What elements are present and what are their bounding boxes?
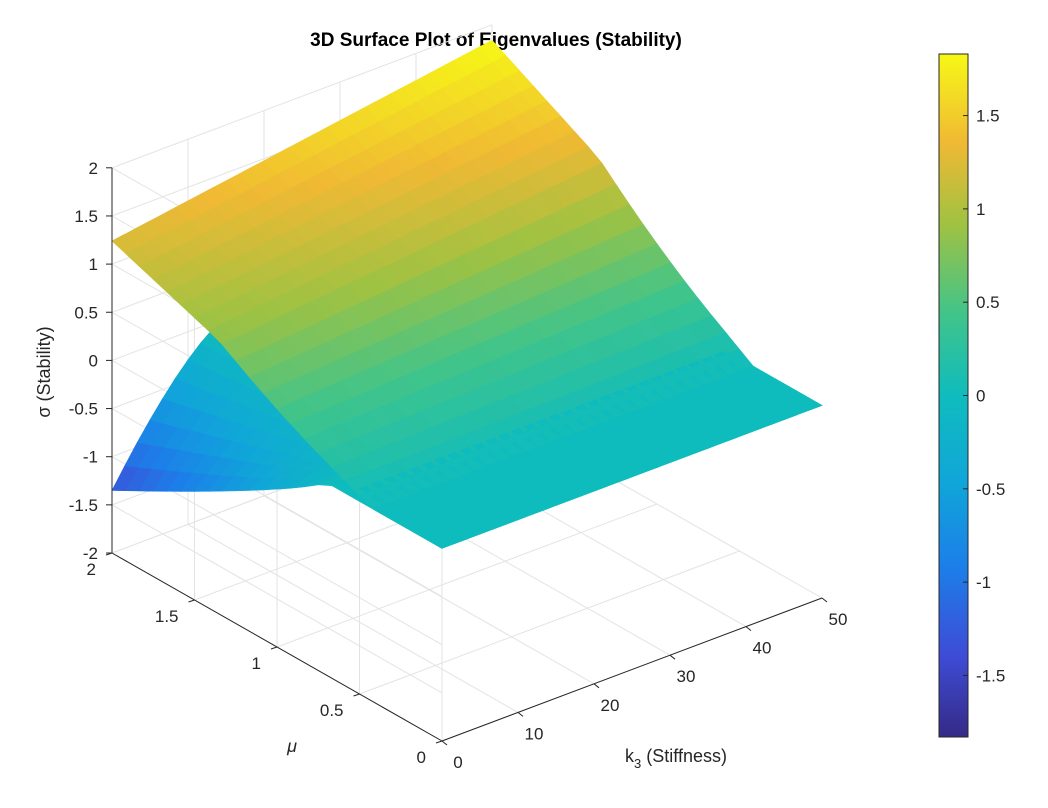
y-tick-label: 1.5 [155, 607, 179, 626]
y-tick-mark [270, 646, 278, 650]
x-axis-ticks: 0 10 20 30 40 50 [441, 597, 848, 772]
y-tick-mark [353, 693, 360, 697]
surface-patch [794, 397, 823, 411]
y-tick-label: 2 [87, 560, 96, 579]
x-tick-label: 40 [753, 639, 772, 658]
x-tick-mark [517, 712, 524, 717]
colorbar-tick-label: 0 [976, 387, 985, 406]
z-tick-label: -0.5 [69, 400, 98, 419]
y-tick-mark [105, 552, 113, 556]
colorbar: -1.5 -1 -0.5 0 0.5 1 1.5 [938, 53, 1005, 738]
x-tick-label: 0 [453, 753, 462, 772]
x-tick-label: 20 [601, 696, 620, 715]
y-tick-mark [188, 599, 195, 603]
z-tick-label: 0 [89, 351, 98, 370]
y-tick-label: 0.5 [320, 701, 344, 720]
x-tick-label: 30 [677, 667, 696, 686]
x-axis-label: k3 (Stiffness) [625, 746, 727, 771]
x-axis-label-rest: (Stiffness) [641, 746, 727, 766]
x-tick-mark [441, 740, 448, 746]
chart-title: 3D Surface Plot of Eigenvalues (Stabilit… [310, 30, 682, 51]
x-axis-label-sub: 3 [634, 756, 641, 771]
colorbar-tick-label: -1.5 [976, 666, 1005, 685]
y-axis-label: μ [286, 736, 297, 756]
z-axis-ticks: -2 -1.5 -1 -0.5 0 0.5 1 1.5 2 [69, 159, 112, 563]
z-tick-label: -1 [83, 448, 98, 467]
x-axis-label-main: k [625, 746, 635, 766]
z-tick-label: 2 [89, 159, 98, 178]
x-axis-line [441, 597, 823, 742]
y-axis-ticks: 0 0.5 1 1.5 2 [87, 552, 443, 767]
colorbar-tick-label: 1.5 [976, 107, 1000, 126]
colorbar-tick-label: -1 [976, 573, 991, 592]
colorbar-tick-label: 1 [976, 200, 985, 219]
x-tick-label: 50 [829, 610, 848, 629]
x-tick-label: 10 [525, 724, 544, 743]
colorbar-tick-label: 0.5 [976, 293, 1000, 312]
colorbar-ticks: -1.5 -1 -0.5 0 0.5 1 1.5 [963, 107, 1005, 685]
x-tick-mark [821, 597, 828, 603]
z-tick-label: 1 [89, 255, 98, 274]
surface [111, 39, 823, 549]
z-tick-label: -2 [83, 544, 98, 563]
z-tick-label: 0.5 [74, 303, 98, 322]
y-tick-label: 1 [252, 654, 261, 673]
z-tick-label: -1.5 [69, 496, 98, 515]
x-tick-mark [593, 683, 600, 689]
y-tick-mark [435, 740, 443, 744]
x-tick-mark [669, 654, 676, 660]
x-tick-mark [745, 626, 752, 631]
y-tick-label: 0 [417, 748, 426, 767]
z-axis-label: σ (Stability) [34, 326, 54, 417]
colorbar-tick-label: -0.5 [976, 480, 1005, 499]
z-tick-label: 1.5 [74, 207, 98, 226]
